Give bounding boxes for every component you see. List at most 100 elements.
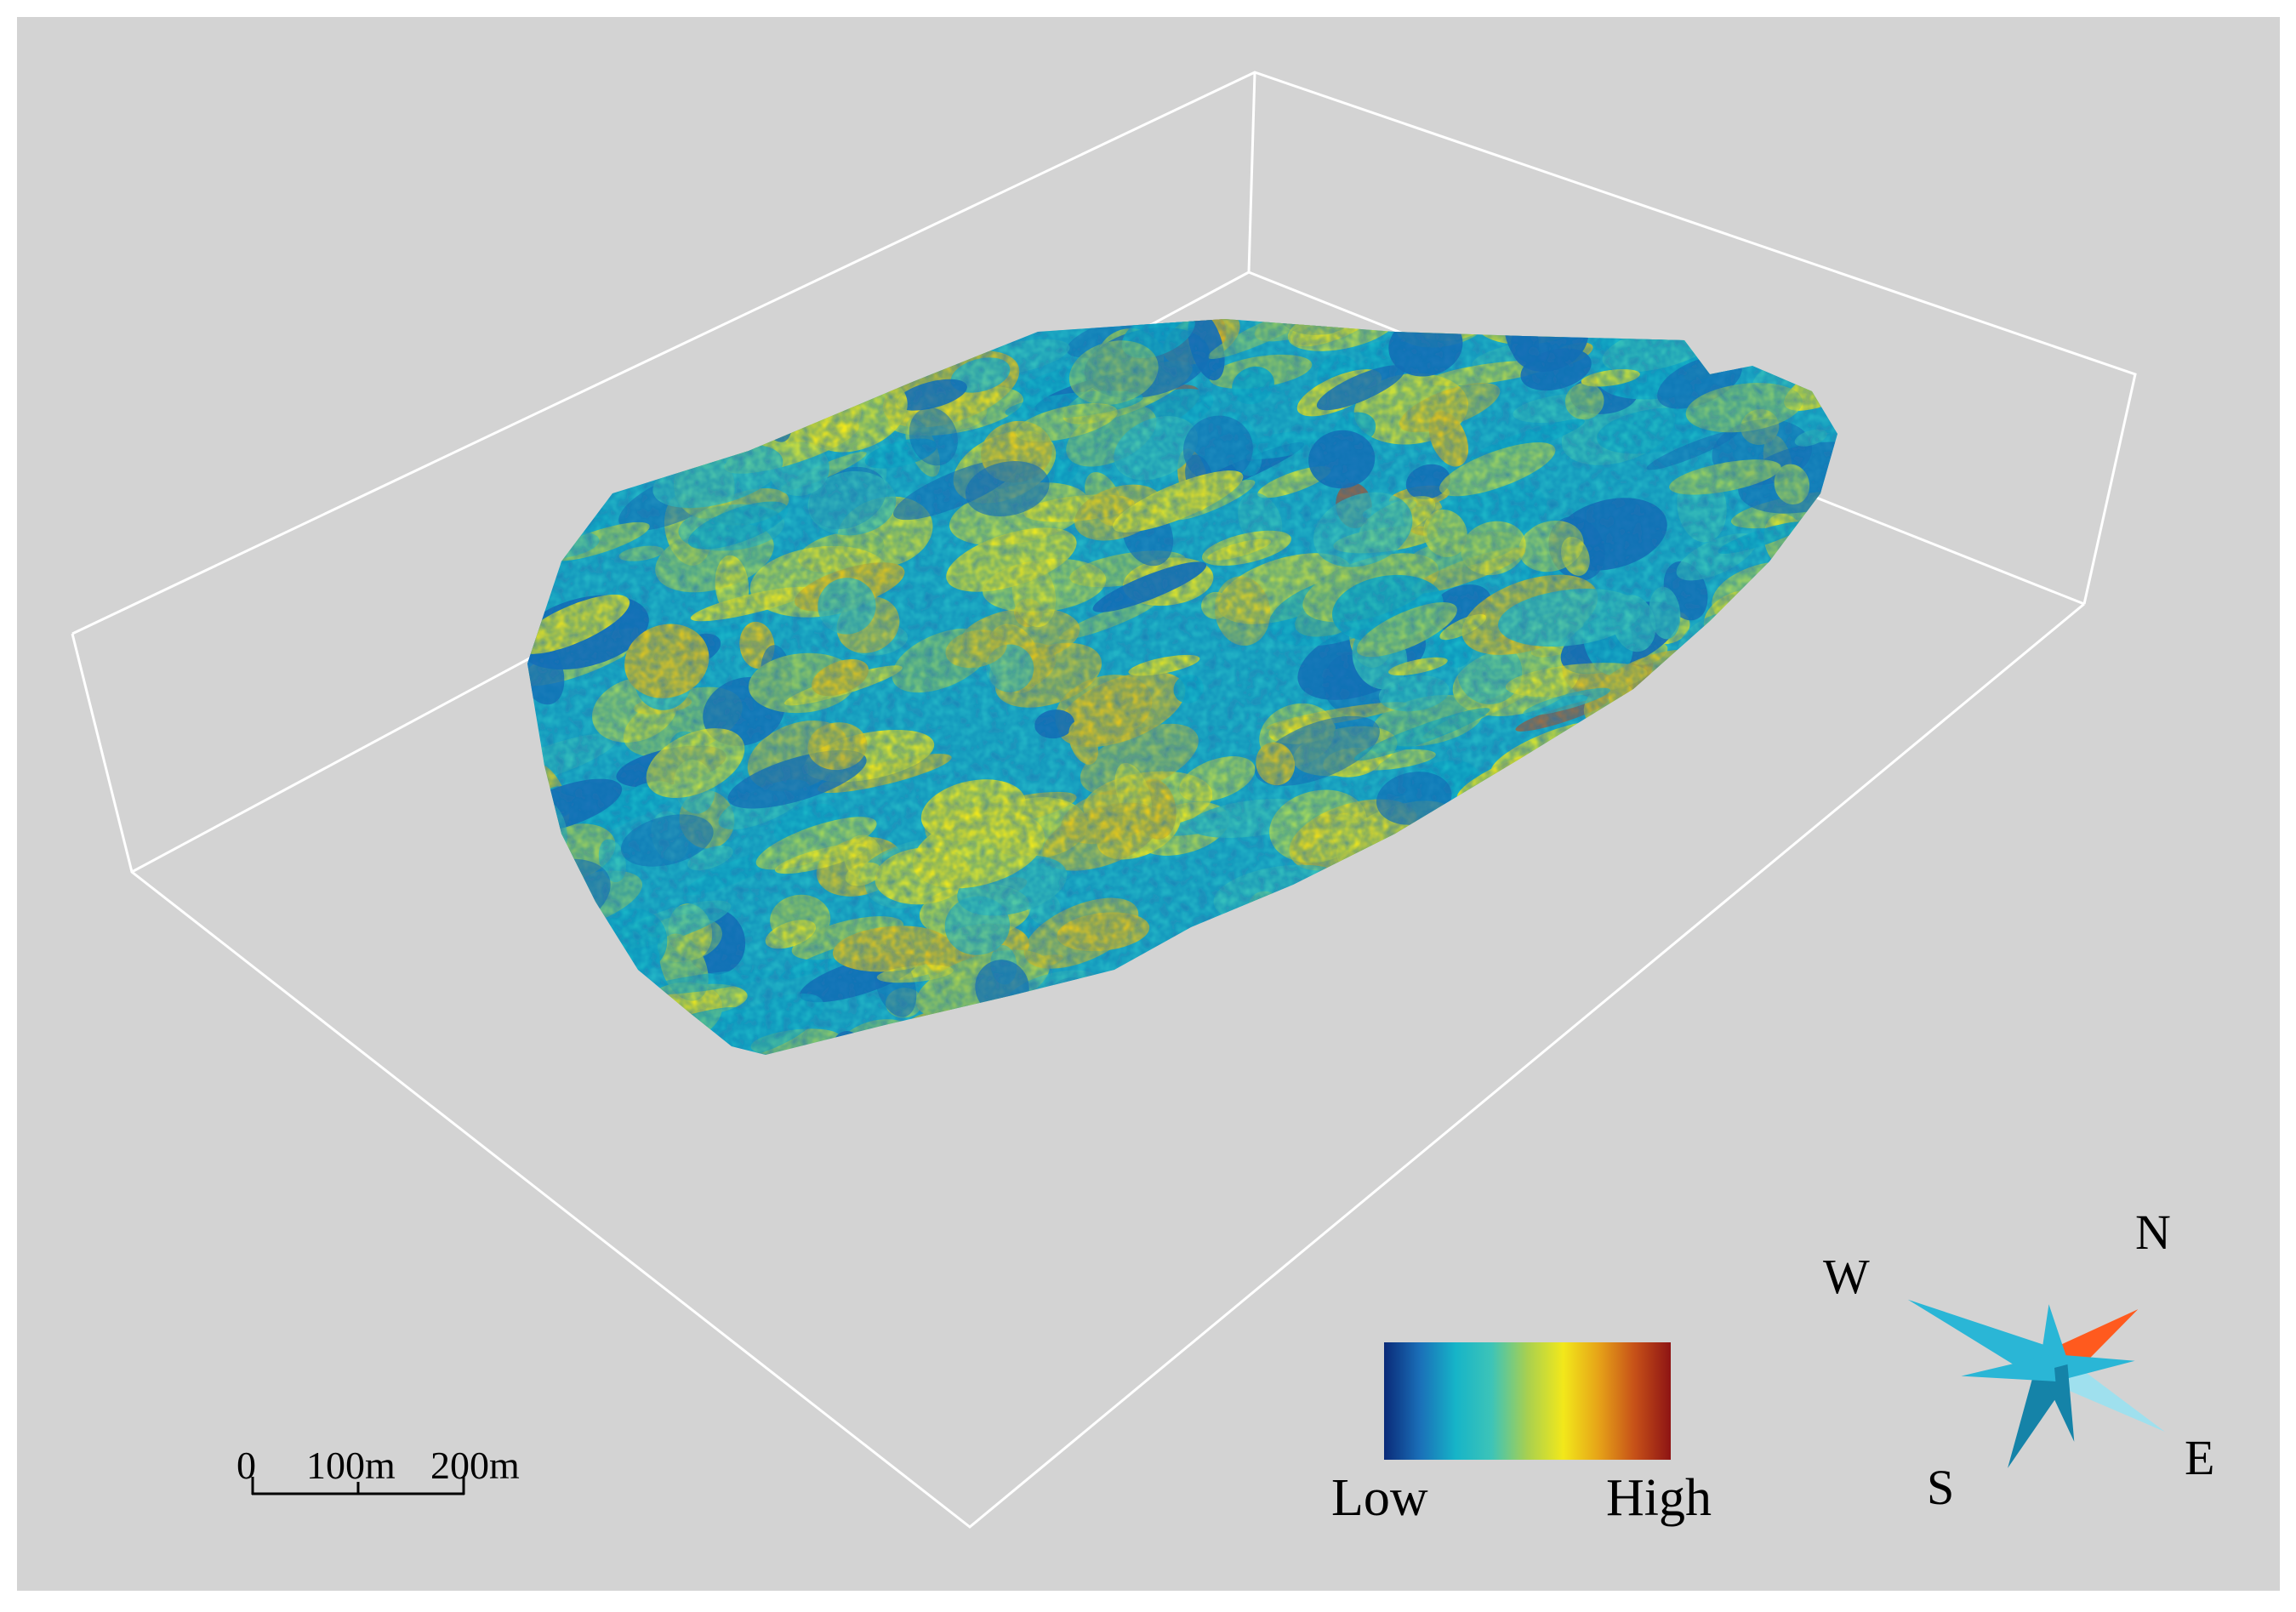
terrain-patch [1784,970,1837,1014]
terrain-patch [1496,784,1546,822]
terrain-patch [844,345,924,379]
terrain-patch [1567,851,1656,894]
terrain-patch [527,319,567,345]
terrain-patch [581,321,697,393]
terrain-patch [1753,677,1837,743]
terrain-patch [1718,832,1796,878]
terrain-patch [1788,692,1837,733]
terrain-patch [1026,1036,1154,1055]
terrain-patch [1644,778,1776,853]
terrain-patch [870,1031,926,1055]
terrain-patch [1632,821,1672,852]
terrain-patch [958,1020,1096,1055]
terrain-patch [1357,1023,1457,1055]
terrain-patch [1635,946,1754,982]
terrain-patch [1734,690,1837,726]
terrain-patch [1680,319,1798,350]
terrain-patch [1778,739,1806,771]
terrain-patch [1547,835,1593,869]
map-viewport[interactable]: 0 100m 200m Low High N W S E [17,17,2280,1591]
terrain-patch [1213,982,1289,1047]
terrain-patch [1639,730,1675,759]
terrain-patch [1774,843,1837,894]
scale-bar [251,1477,465,1495]
terrain-patch [527,788,550,834]
terrain-patch [935,319,997,330]
terrain-patch [657,368,749,441]
terrain-patch [1225,945,1352,987]
terrain-patch [653,384,721,417]
terrain-patch [1742,692,1774,747]
terrain-patch [1763,689,1837,739]
terrain-patch [1547,1011,1656,1048]
legend-high-label: High [1606,1469,1712,1527]
terrain-patch [1291,979,1336,1011]
terrain-patch [1605,902,1696,954]
terrain-patch [534,319,675,338]
terrain-patch [675,382,778,415]
terrain-patch [1049,998,1185,1055]
terrain-patch [1703,738,1792,782]
compass-south-label: S [1927,1460,1955,1515]
terrain-patch [554,319,651,350]
terrain-patch [1740,319,1837,348]
terrain-patch [1228,1010,1299,1055]
terrain-patch [1422,823,1470,888]
terrain-patch [1649,783,1705,821]
terrain-patch [1742,644,1835,714]
compass-east-label: E [2185,1430,2215,1485]
terrain-patch [1348,958,1414,990]
terrain-patch [1688,906,1742,966]
terrain-patch [1423,998,1494,1051]
compass-arm [2039,1304,2070,1370]
terrain-patch [747,319,784,336]
compass-rose [1907,1299,2165,1468]
terrain-patch [1583,821,1690,863]
terrain-patch [749,319,795,363]
terrain-patch [1438,924,1487,947]
terrain-patch [1740,628,1837,701]
terrain-patch [1427,921,1461,989]
terrain-patch [551,367,636,423]
terrain-patch [1222,941,1258,983]
terrain-patch [720,353,803,391]
terrain-patch [1643,832,1690,893]
terrain-patch [1731,1031,1820,1055]
terrain-patch [640,424,715,461]
terrain-patch [1719,767,1836,841]
map-scene [71,71,2165,1529]
terrain-patch [1340,937,1434,984]
terrain-patch [1431,939,1496,994]
terrain-patch [1427,921,1478,964]
terrain-patch [569,929,618,987]
terrain-patch [1127,958,1263,1028]
terrain-patch [1442,867,1547,899]
terrain-patch [569,401,638,424]
terrain-patch [554,390,685,432]
terrain-patch [1677,745,1787,815]
terrain-patch [1580,902,1639,927]
terrain-patch [1625,988,1706,1021]
terrain-patch [1087,985,1155,1055]
terrain-patch [1305,909,1420,948]
terrain-patch [1774,647,1837,723]
terrain-patch [528,1011,608,1055]
terrain-patch [1643,1044,1737,1055]
terrain-patch [1508,817,1581,851]
terrain-patch [1762,763,1800,809]
terrain-patch [1705,868,1803,940]
terrain-patch [1559,952,1660,994]
scale-label-100m: 100m [306,1444,396,1487]
terrain-patch [1465,927,1592,976]
scale-label-0: 0 [236,1444,256,1487]
terrain-patch [1422,885,1458,937]
terrain-patch [1542,926,1588,982]
terrain-patch [1543,820,1635,865]
terrain-patch [1578,891,1627,963]
scale-label-200m: 200m [430,1444,520,1487]
terrain-patch [540,357,628,402]
terrain-patch [1335,1024,1365,1054]
terrain-patch [1706,675,1782,741]
terrain-patch [1663,983,1731,1008]
terrain-patch [1794,875,1837,937]
